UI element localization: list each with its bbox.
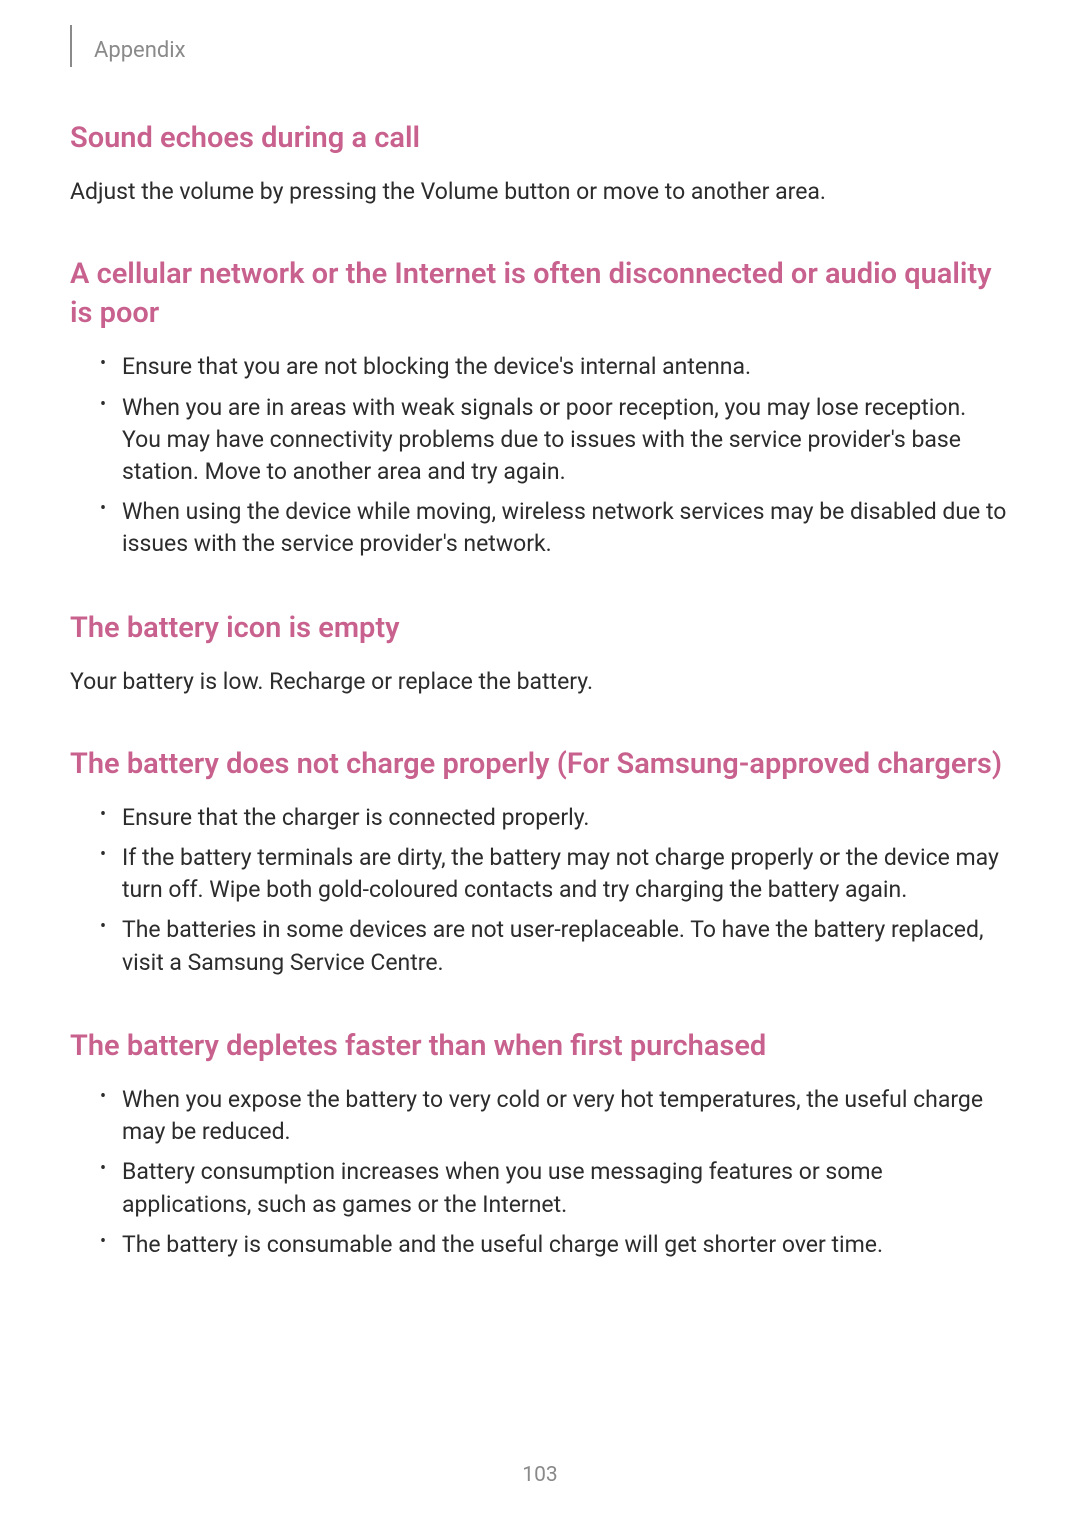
list-item: If the battery terminals are dirty, the …	[100, 842, 1010, 906]
section-body: Adjust the volume by pressing the Volume…	[70, 176, 1010, 207]
section-heading: Sound echoes during a call	[70, 119, 1010, 158]
section-cellular-network: A cellular network or the Internet is of…	[70, 255, 1010, 560]
page-container: Appendix Sound echoes during a call Adju…	[0, 0, 1080, 1349]
list-item: Ensure that you are not blocking the dev…	[100, 351, 1010, 383]
list-item: Battery consumption increases when you u…	[100, 1156, 1010, 1220]
header-label: Appendix	[94, 38, 186, 63]
section-heading: The battery depletes faster than when fi…	[70, 1027, 1010, 1066]
list-item: Ensure that the charger is connected pro…	[100, 802, 1010, 834]
section-battery-not-charging: The battery does not charge properly (Fo…	[70, 745, 1010, 979]
bullet-list: When you expose the battery to very cold…	[70, 1084, 1010, 1261]
section-heading: The battery icon is empty	[70, 609, 1010, 648]
bullet-list: Ensure that you are not blocking the dev…	[70, 351, 1010, 560]
section-body: Your battery is low. Recharge or replace…	[70, 666, 1010, 697]
list-item: The batteries in some devices are not us…	[100, 914, 1010, 978]
page-header: Appendix	[70, 33, 1010, 67]
section-heading: A cellular network or the Internet is of…	[70, 255, 1010, 333]
section-battery-icon-empty: The battery icon is empty Your battery i…	[70, 609, 1010, 697]
list-item: When you expose the battery to very cold…	[100, 1084, 1010, 1148]
section-heading: The battery does not charge properly (Fo…	[70, 745, 1010, 784]
header-divider	[70, 25, 72, 67]
bullet-list: Ensure that the charger is connected pro…	[70, 802, 1010, 979]
list-item: When using the device while moving, wire…	[100, 496, 1010, 560]
section-battery-depletes: The battery depletes faster than when fi…	[70, 1027, 1010, 1261]
page-number: 103	[0, 1463, 1080, 1487]
list-item: The battery is consumable and the useful…	[100, 1229, 1010, 1261]
list-item: When you are in areas with weak signals …	[100, 392, 1010, 489]
section-sound-echoes: Sound echoes during a call Adjust the vo…	[70, 119, 1010, 207]
